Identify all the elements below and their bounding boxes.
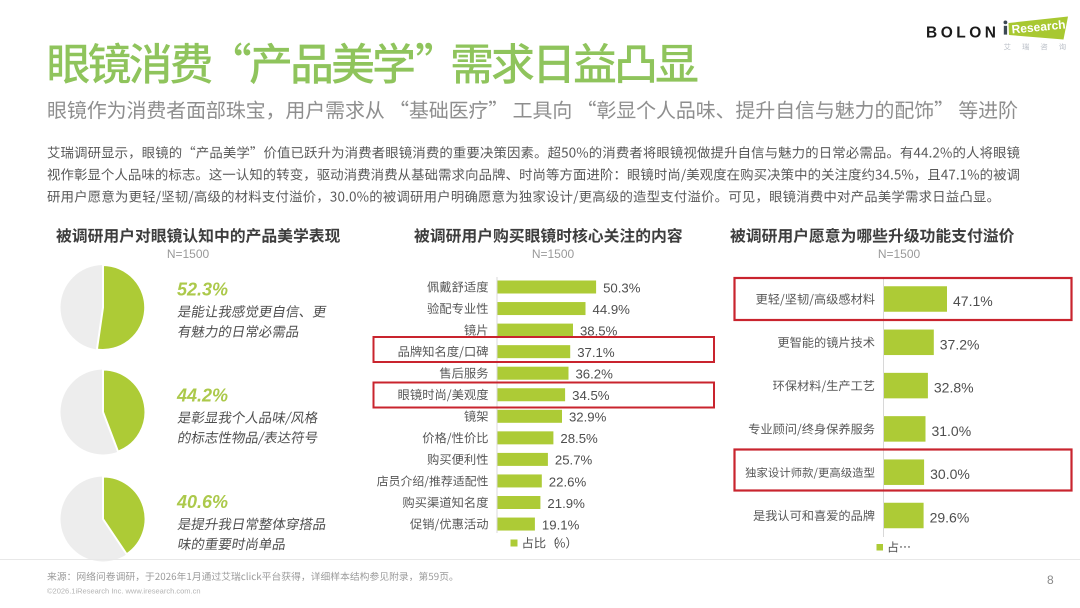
svg-text:44.2%: 44.2% bbox=[176, 386, 228, 406]
svg-text:40.6%: 40.6% bbox=[176, 492, 228, 512]
svg-text:21.9%: 21.9% bbox=[547, 496, 585, 511]
svg-text:30.0%: 30.0% bbox=[930, 466, 970, 482]
svg-text:8: 8 bbox=[1047, 573, 1054, 587]
svg-text:38.5%: 38.5% bbox=[580, 323, 618, 338]
svg-text:28.5%: 28.5% bbox=[560, 431, 598, 446]
svg-text:44.9%: 44.9% bbox=[593, 302, 631, 317]
svg-text:37.2%: 37.2% bbox=[940, 336, 980, 352]
svg-text:22.6%: 22.6% bbox=[549, 474, 587, 489]
svg-text:32.8%: 32.8% bbox=[934, 380, 974, 396]
svg-text:52.3%: 52.3% bbox=[177, 280, 228, 300]
svg-text:47.1%: 47.1% bbox=[953, 293, 993, 309]
svg-text:32.9%: 32.9% bbox=[569, 410, 607, 425]
svg-text:Research: Research bbox=[1011, 18, 1066, 37]
svg-text:©2026.1iResearch Inc. www.ires: ©2026.1iResearch Inc. www.iresearch.com.… bbox=[47, 587, 201, 596]
svg-text:37.1%: 37.1% bbox=[577, 345, 615, 360]
svg-text:25.7%: 25.7% bbox=[555, 453, 593, 468]
svg-text:N=1500: N=1500 bbox=[532, 247, 575, 261]
svg-text:31.0%: 31.0% bbox=[931, 423, 971, 439]
svg-text:36.2%: 36.2% bbox=[575, 367, 613, 382]
svg-text:BOLON: BOLON bbox=[926, 25, 999, 42]
svg-text:29.6%: 29.6% bbox=[930, 510, 970, 526]
svg-text:34.5%: 34.5% bbox=[572, 388, 610, 403]
svg-text:19.1%: 19.1% bbox=[542, 517, 580, 532]
svg-text:N=1500: N=1500 bbox=[167, 247, 210, 261]
svg-text:N=1500: N=1500 bbox=[878, 247, 921, 261]
svg-text:50.3%: 50.3% bbox=[603, 280, 641, 295]
